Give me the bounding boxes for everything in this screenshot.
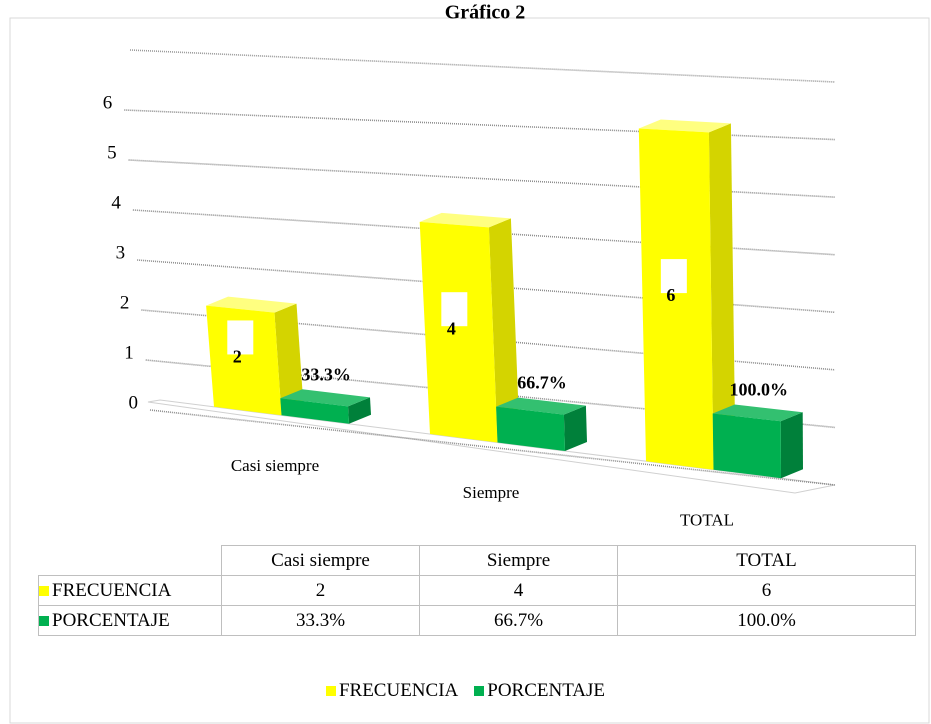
y-tick-label: 1 bbox=[124, 342, 134, 363]
bar-front bbox=[712, 413, 781, 479]
bar-top bbox=[419, 212, 511, 228]
bar-front bbox=[280, 398, 349, 424]
table-row: FRECUENCIA 2 4 6 bbox=[38, 575, 916, 606]
bar-side bbox=[708, 123, 736, 470]
bar-front bbox=[496, 406, 565, 451]
label-box bbox=[227, 320, 254, 355]
bar-side bbox=[563, 405, 587, 451]
corner bbox=[38, 545, 222, 576]
bar bbox=[206, 296, 304, 416]
data-label: 6 bbox=[666, 285, 675, 305]
legend-label: FRECUENCIA bbox=[338, 680, 459, 701]
grid-frame bbox=[129, 49, 836, 83]
table-header: TOTAL bbox=[617, 545, 916, 576]
bar-side bbox=[274, 303, 304, 416]
bar-top bbox=[638, 119, 731, 133]
bar-top bbox=[206, 296, 297, 313]
table-row-header: FRECUENCIA bbox=[38, 575, 222, 606]
floor bbox=[147, 399, 836, 494]
bar-top bbox=[496, 397, 586, 415]
table-cell: 100.0% bbox=[617, 605, 916, 636]
legend-item: FRECUENCIA bbox=[325, 680, 459, 701]
table-cell: 4 bbox=[419, 575, 618, 606]
table-header: Casi siempre bbox=[221, 545, 420, 576]
legend: FRECUENCIA PORCENTAJE bbox=[0, 680, 931, 702]
legend-key bbox=[39, 615, 49, 626]
bar-front bbox=[638, 128, 714, 470]
y-tick-label: 3 bbox=[116, 242, 126, 263]
y-tick-label: 4 bbox=[111, 192, 121, 213]
x-tick-label: TOTAL bbox=[680, 510, 734, 529]
data-label: 33.3% bbox=[301, 364, 351, 384]
bar-side bbox=[488, 218, 520, 443]
chart-title: Gráfico 2 bbox=[445, 2, 526, 24]
table-row-header: PORCENTAJE bbox=[38, 605, 222, 636]
table-row: PORCENTAJE 33.3% 66.7% 100.0% bbox=[38, 605, 916, 636]
bar bbox=[280, 389, 371, 424]
x-tick-label: Casi siempre bbox=[231, 456, 319, 475]
series-name: FRECUENCIA bbox=[52, 579, 172, 601]
bar-top bbox=[280, 389, 370, 407]
bar bbox=[496, 397, 587, 451]
legend-label: PORCENTAJE bbox=[487, 680, 606, 701]
label-box bbox=[441, 292, 468, 327]
bar-side bbox=[348, 397, 371, 424]
table-cell: 6 bbox=[617, 575, 916, 606]
table-cell: 66.7% bbox=[419, 605, 618, 636]
series-name: PORCENTAJE bbox=[52, 609, 170, 631]
grid-line bbox=[137, 259, 836, 314]
legend-key bbox=[474, 686, 485, 696]
table-cell: 33.3% bbox=[221, 605, 420, 636]
y-tick-label: 0 bbox=[129, 392, 139, 413]
data-label: 4 bbox=[447, 318, 456, 338]
y-tick-label: 6 bbox=[103, 92, 113, 113]
bar bbox=[419, 212, 520, 443]
bar-front bbox=[419, 221, 498, 443]
table-header: Siempre bbox=[419, 545, 618, 576]
label-box bbox=[660, 259, 687, 294]
data-label: 100.0% bbox=[729, 380, 788, 400]
bar bbox=[712, 404, 803, 479]
bar-side bbox=[780, 412, 803, 479]
chart-frame bbox=[9, 17, 930, 724]
bar-front bbox=[206, 305, 282, 416]
table-cell: 2 bbox=[221, 575, 420, 606]
bar bbox=[638, 119, 736, 470]
grid-line bbox=[149, 409, 836, 486]
data-table: Casi siempre Siempre TOTAL FRECUENCIA 2 4 6… bbox=[38, 545, 916, 636]
legend-key bbox=[39, 585, 49, 596]
data-label: 66.7% bbox=[517, 373, 567, 393]
x-tick-label: Siempre bbox=[463, 483, 520, 502]
bar-top bbox=[712, 404, 803, 422]
legend-item: PORCENTAJE bbox=[474, 680, 605, 701]
data-label: 2 bbox=[233, 347, 242, 367]
y-tick-label: 5 bbox=[107, 142, 117, 163]
legend-key bbox=[325, 686, 336, 696]
y-tick-label: 2 bbox=[120, 292, 130, 313]
